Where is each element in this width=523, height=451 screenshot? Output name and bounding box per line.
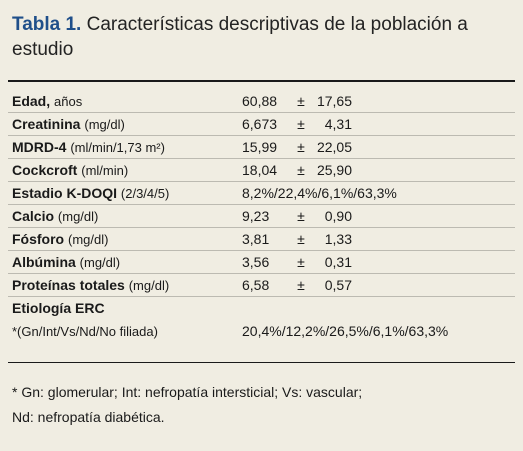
table-row-etiology-header: Etiología ERC [0, 297, 523, 320]
row-mean: 60,88 [242, 93, 278, 109]
table-row-total-proteins: Proteínas totales (mg/dl) 6,58 ± 0,57 [0, 274, 523, 297]
table-row-calcium: Calcio (mg/dl) 9,23 ± 0,90 [0, 205, 523, 228]
row-divider [8, 158, 515, 159]
row-unit: (mg/dl) [57, 209, 99, 224]
row-mean: 3,81 [242, 231, 270, 247]
row-unit: (mg/dl) [68, 232, 109, 247]
table-row-mdrd4: MDRD-4 (ml/min/1,73 m²) 15,99 ± 22,05 [0, 136, 523, 159]
footnote: * Gn: glomerular; Int: nefropatía inters… [12, 380, 512, 430]
row-divider [8, 181, 515, 182]
row-name: Creatinina [12, 116, 81, 132]
row-mean: 15,99 [242, 139, 278, 155]
row-unit: (mg/dl) [128, 278, 170, 293]
plus-minus: ± [297, 162, 305, 178]
table-row-albumin: Albúmina (mg/dl) 3,56 ± 0,31 [0, 251, 523, 274]
row-name: Albúmina [12, 254, 76, 270]
row-divider [8, 250, 515, 251]
row-unit: (2/3/4/5) [120, 186, 170, 201]
row-divider [8, 227, 515, 228]
row-value: 8,2%/22,4%/6,1%/63,3% [242, 185, 397, 201]
row-mean: 9,23 [242, 208, 270, 224]
etiology-value: 20,4%/12,2%/26,5%/6,1%/63,3% [242, 323, 449, 339]
footnote-line-1: * Gn: glomerular; Int: nefropatía inters… [12, 384, 363, 400]
row-name: Fósforo [12, 231, 65, 247]
plus-minus: ± [297, 116, 305, 132]
row-divider [8, 204, 515, 205]
row-sd: 0,57 [324, 277, 352, 293]
table-body: Edad, años 60,88 ± 17,65 Creatinina (mg/… [0, 90, 523, 343]
row-unit: (mg/dl) [79, 255, 121, 270]
row-mean: 3,56 [242, 254, 270, 270]
row-mean: 18,04 [242, 162, 278, 178]
row-sd: 25,90 [316, 162, 352, 178]
row-divider [8, 135, 515, 136]
plus-minus: ± [297, 208, 305, 224]
row-mean: 6,58 [242, 277, 270, 293]
table-row-age: Edad, años 60,88 ± 17,65 [0, 90, 523, 113]
plus-minus: ± [297, 254, 305, 270]
table-label: Tabla 1. [12, 14, 82, 35]
etiology-name: Etiología ERC [12, 300, 105, 316]
row-mean: 6,673 [242, 116, 278, 132]
table-row-creatinine: Creatinina (mg/dl) 6,673 ± 4,31 [0, 113, 523, 136]
row-unit: (ml/min) [81, 163, 129, 178]
row-divider [8, 296, 515, 297]
bottom-rule [8, 362, 515, 363]
table-caption: Características descriptivas de la pobla… [12, 14, 468, 60]
row-divider [8, 112, 515, 113]
plus-minus: ± [297, 139, 305, 155]
table-row-phosphorus: Fósforo (mg/dl) 3,81 ± 1,33 [0, 228, 523, 251]
row-name: Calcio [12, 208, 55, 224]
row-name: Estadio K-DOQI [12, 185, 118, 201]
row-unit: (mg/dl) [84, 117, 125, 132]
footnote-line-2: Nd: nefropatía diabética. [12, 409, 165, 425]
row-sd: 4,31 [324, 116, 352, 132]
top-rule [8, 80, 515, 82]
row-name: Edad, [12, 93, 51, 109]
row-sd: 17,65 [316, 93, 352, 109]
plus-minus: ± [297, 93, 305, 109]
row-sd: 1,33 [324, 231, 352, 247]
table-row-etiology: *(Gn/Int/Vs/Nd/No filiada) 20,4%/12,2%/2… [0, 320, 523, 343]
row-sd: 0,31 [324, 254, 352, 270]
row-name: Cockcroft [12, 162, 78, 178]
etiology-sub: *(Gn/Int/Vs/Nd/No filiada) [12, 324, 158, 339]
plus-minus: ± [297, 277, 305, 293]
row-divider [8, 273, 515, 274]
table-title: Tabla 1. Características descriptivas de… [12, 12, 512, 62]
table-row-kdoqi-stage: Estadio K-DOQI (2/3/4/5) 8,2%/22,4%/6,1%… [0, 182, 523, 205]
row-sd: 0,90 [324, 208, 352, 224]
row-unit: años [54, 94, 83, 109]
row-unit: (ml/min/1,73 m²) [70, 140, 165, 155]
row-name: Proteínas totales [12, 277, 125, 293]
plus-minus: ± [297, 231, 305, 247]
row-sd: 22,05 [316, 139, 352, 155]
table-row-cockcroft: Cockcroft (ml/min) 18,04 ± 25,90 [0, 159, 523, 182]
row-name: MDRD-4 [12, 139, 67, 155]
